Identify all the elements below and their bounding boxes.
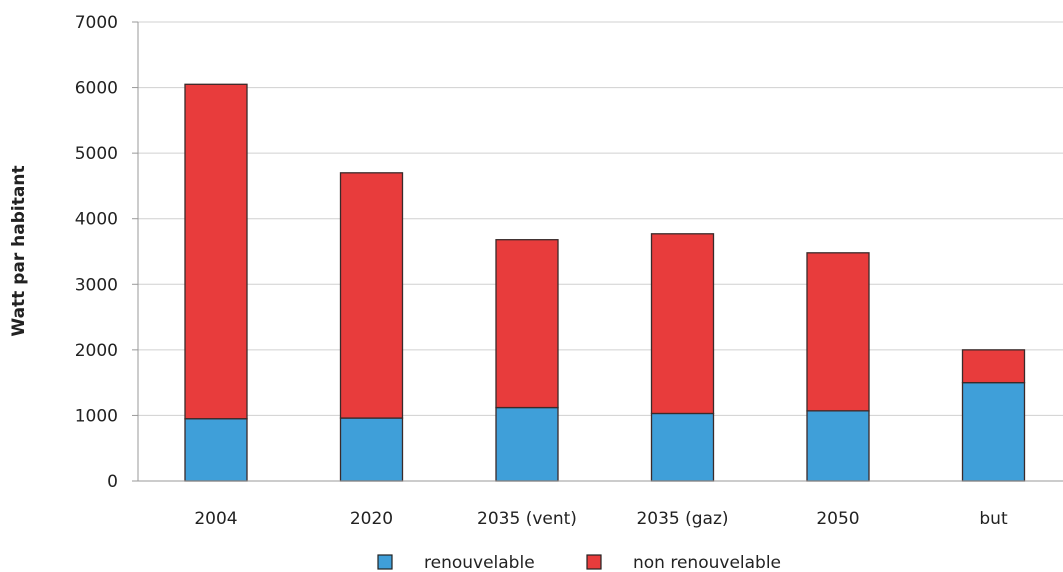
bars bbox=[185, 84, 1025, 481]
gridlines bbox=[138, 22, 1063, 415]
bar-non-renouvelable bbox=[341, 173, 403, 418]
legend-label: non renouvelable bbox=[633, 553, 781, 572]
y-tick-label: 6000 bbox=[75, 79, 118, 99]
bar-renouvelable bbox=[341, 418, 403, 481]
bar-non-renouvelable bbox=[963, 350, 1025, 383]
x-tick-label: 2035 (vent) bbox=[477, 509, 577, 529]
bar-non-renouvelable bbox=[807, 253, 869, 411]
legend: renouvelable non renouvelable bbox=[378, 553, 781, 572]
y-tick-label: 0 bbox=[107, 472, 118, 492]
bar-renouvelable bbox=[963, 383, 1025, 481]
x-tick-label: 2035 (gaz) bbox=[636, 509, 728, 529]
legend-swatch bbox=[378, 555, 392, 569]
legend-label: renouvelable bbox=[424, 553, 535, 572]
bar-renouvelable bbox=[807, 411, 869, 481]
bar-renouvelable bbox=[185, 419, 247, 481]
y-tick-label: 4000 bbox=[75, 210, 118, 230]
legend-item: renouvelable bbox=[378, 553, 535, 572]
legend-item: non renouvelable bbox=[587, 553, 781, 572]
legend-swatch bbox=[587, 555, 601, 569]
x-axis-ticks: 2004 2020 2035 (vent) 2035 (gaz) 2050 but bbox=[194, 509, 1008, 529]
bar-renouvelable bbox=[496, 408, 558, 481]
y-axis-label: Watt par habitant bbox=[9, 165, 29, 336]
y-tick-label: 7000 bbox=[75, 13, 118, 33]
x-tick-label: 2004 bbox=[194, 509, 237, 529]
bar-renouvelable bbox=[652, 413, 714, 481]
x-tick-label: 2050 bbox=[816, 509, 859, 529]
bar-non-renouvelable bbox=[496, 240, 558, 408]
bar-non-renouvelable bbox=[185, 84, 247, 418]
y-tick-label: 2000 bbox=[75, 341, 118, 361]
y-tick-label: 5000 bbox=[75, 144, 118, 164]
y-tick-label: 3000 bbox=[75, 275, 118, 295]
bar-non-renouvelable bbox=[652, 234, 714, 414]
y-axis-ticks: 0 1000 2000 3000 4000 5000 6000 7000 bbox=[75, 13, 138, 492]
x-tick-label: 2020 bbox=[350, 509, 393, 529]
y-tick-label: 1000 bbox=[75, 406, 118, 426]
x-tick-label: but bbox=[979, 509, 1008, 529]
